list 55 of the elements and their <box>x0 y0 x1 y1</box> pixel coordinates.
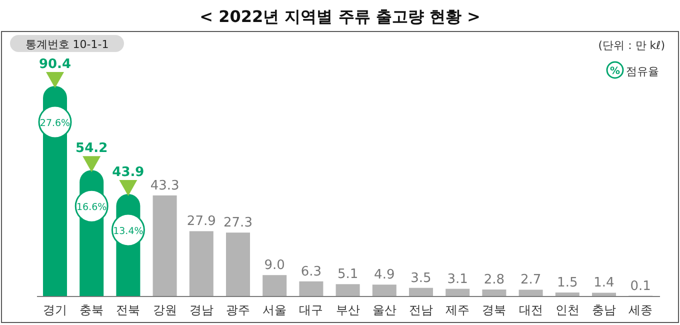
annotation: 13.4% <box>113 226 144 238</box>
text: 통계번호 10-1-1 <box>25 38 109 51</box>
data-label: 54.2 <box>76 141 108 156</box>
annotation: 16.6% <box>76 202 107 214</box>
bar <box>189 231 214 296</box>
data-label: 4.9 <box>374 268 395 283</box>
bar <box>152 195 177 296</box>
data-label: 43.3 <box>150 178 180 194</box>
x-tick-label: 대구 <box>299 303 324 317</box>
data-label: 0.1 <box>630 278 651 294</box>
x-tick-label: 인천 <box>555 303 580 317</box>
data-label: 9.0 <box>264 258 285 274</box>
x-tick-label: 서울 <box>262 303 287 317</box>
data-label: 27.9 <box>186 214 216 230</box>
x-tick-label: 경남 <box>189 303 214 317</box>
data-label: 2.8 <box>484 272 505 288</box>
data-label: 43.9 <box>112 165 144 180</box>
bar <box>262 275 287 296</box>
x-tick-label: 충남 <box>592 303 616 317</box>
chart-title: < 2022년 지역별 주류 출고량 현황 > <box>200 7 480 26</box>
data-label: 90.4 <box>38 57 72 72</box>
bar <box>409 288 433 296</box>
x-tick-label: 광주 <box>226 303 250 317</box>
x-tick-label: 부산 <box>336 303 360 317</box>
x-tick-label: 제주 <box>446 303 470 317</box>
bar <box>226 232 250 296</box>
bar <box>555 292 580 296</box>
x-tick-label: 울산 <box>372 303 396 317</box>
data-label: 3.1 <box>447 272 468 287</box>
data-label: 2.7 <box>520 272 542 288</box>
x-tick-label: 강원 <box>152 303 177 317</box>
data-label: 6.3 <box>300 264 322 280</box>
text: 점유율 <box>626 65 659 78</box>
bar <box>372 284 396 296</box>
text: (단위 : 만 kℓ) <box>598 39 665 52</box>
x-tick-label: 세종 <box>628 303 653 317</box>
text: % <box>610 66 620 77</box>
x-tick-label: 충북 <box>80 303 104 317</box>
x-tick-label: 전남 <box>409 303 433 317</box>
x-tick-label: 전북 <box>116 303 140 317</box>
bar <box>482 289 506 296</box>
data-label: 1.4 <box>594 276 614 291</box>
bar <box>299 281 324 296</box>
bar <box>518 290 543 296</box>
bar <box>446 288 470 296</box>
bar <box>592 292 616 296</box>
data-label: 27.3 <box>224 216 252 231</box>
data-label: 1.5 <box>557 276 578 291</box>
data-label: 3.5 <box>410 270 432 286</box>
data-label: 5.1 <box>337 267 358 282</box>
x-tick-label: 대전 <box>518 303 543 317</box>
annotation: 27.6% <box>40 118 70 129</box>
x-tick-label: 경기 <box>43 303 67 317</box>
x-tick-label: 경북 <box>482 303 506 317</box>
bar <box>336 284 360 296</box>
